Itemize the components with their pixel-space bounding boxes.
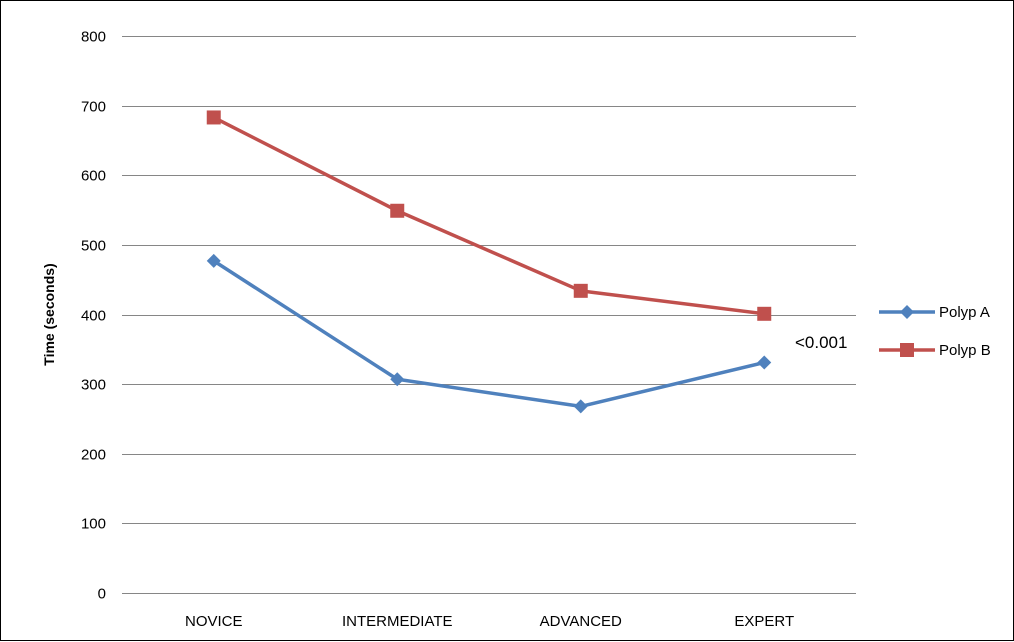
x-tick-label: NOVICE bbox=[185, 613, 243, 630]
series-line bbox=[212, 115, 765, 316]
data-point-marker bbox=[573, 283, 588, 298]
legend-label: Polyp B bbox=[939, 342, 991, 359]
y-tick-label: 800 bbox=[81, 29, 106, 46]
y-axis-title: Time (seconds) bbox=[41, 263, 57, 365]
legend-item: Polyp B bbox=[879, 342, 991, 359]
y-tick-label: 0 bbox=[98, 586, 106, 603]
y-tick-label: 700 bbox=[81, 99, 106, 116]
y-tick-label: 100 bbox=[81, 516, 106, 533]
x-tick-label: EXPERT bbox=[734, 613, 794, 630]
data-point-marker bbox=[390, 203, 405, 218]
x-tick-label: INTERMEDIATE bbox=[342, 613, 453, 630]
annotations: <0.001 bbox=[795, 333, 847, 352]
data-point-marker bbox=[573, 399, 588, 414]
data-point-marker bbox=[206, 110, 221, 125]
series-polyp-b bbox=[206, 110, 772, 321]
data-point-marker bbox=[390, 372, 405, 387]
y-axis-ticks: 0 100 200 300 400 500 600 700 800 bbox=[81, 29, 106, 603]
annotation-label: <0.001 bbox=[795, 333, 847, 352]
legend-item: Polyp A bbox=[879, 304, 990, 321]
data-point-marker bbox=[206, 253, 221, 268]
legend-label: Polyp A bbox=[939, 304, 990, 321]
data-point-marker bbox=[757, 306, 772, 321]
x-axis-ticks: NOVICE INTERMEDIATE ADVANCED EXPERT bbox=[185, 613, 794, 630]
series bbox=[206, 110, 772, 414]
y-tick-label: 200 bbox=[81, 447, 106, 464]
y-tick-label: 400 bbox=[81, 308, 106, 325]
x-tick-label: ADVANCED bbox=[540, 613, 622, 630]
y-tick-label: 500 bbox=[81, 238, 106, 255]
data-point-marker bbox=[757, 355, 772, 370]
series-polyp-a bbox=[206, 253, 772, 414]
legend-marker bbox=[900, 343, 914, 357]
legend-marker bbox=[900, 305, 914, 319]
y-tick-label: 300 bbox=[81, 377, 106, 394]
legend: Polyp A Polyp B bbox=[879, 304, 991, 359]
series-line bbox=[212, 259, 765, 409]
y-tick-label: 600 bbox=[81, 168, 106, 185]
gridlines bbox=[122, 36, 856, 594]
